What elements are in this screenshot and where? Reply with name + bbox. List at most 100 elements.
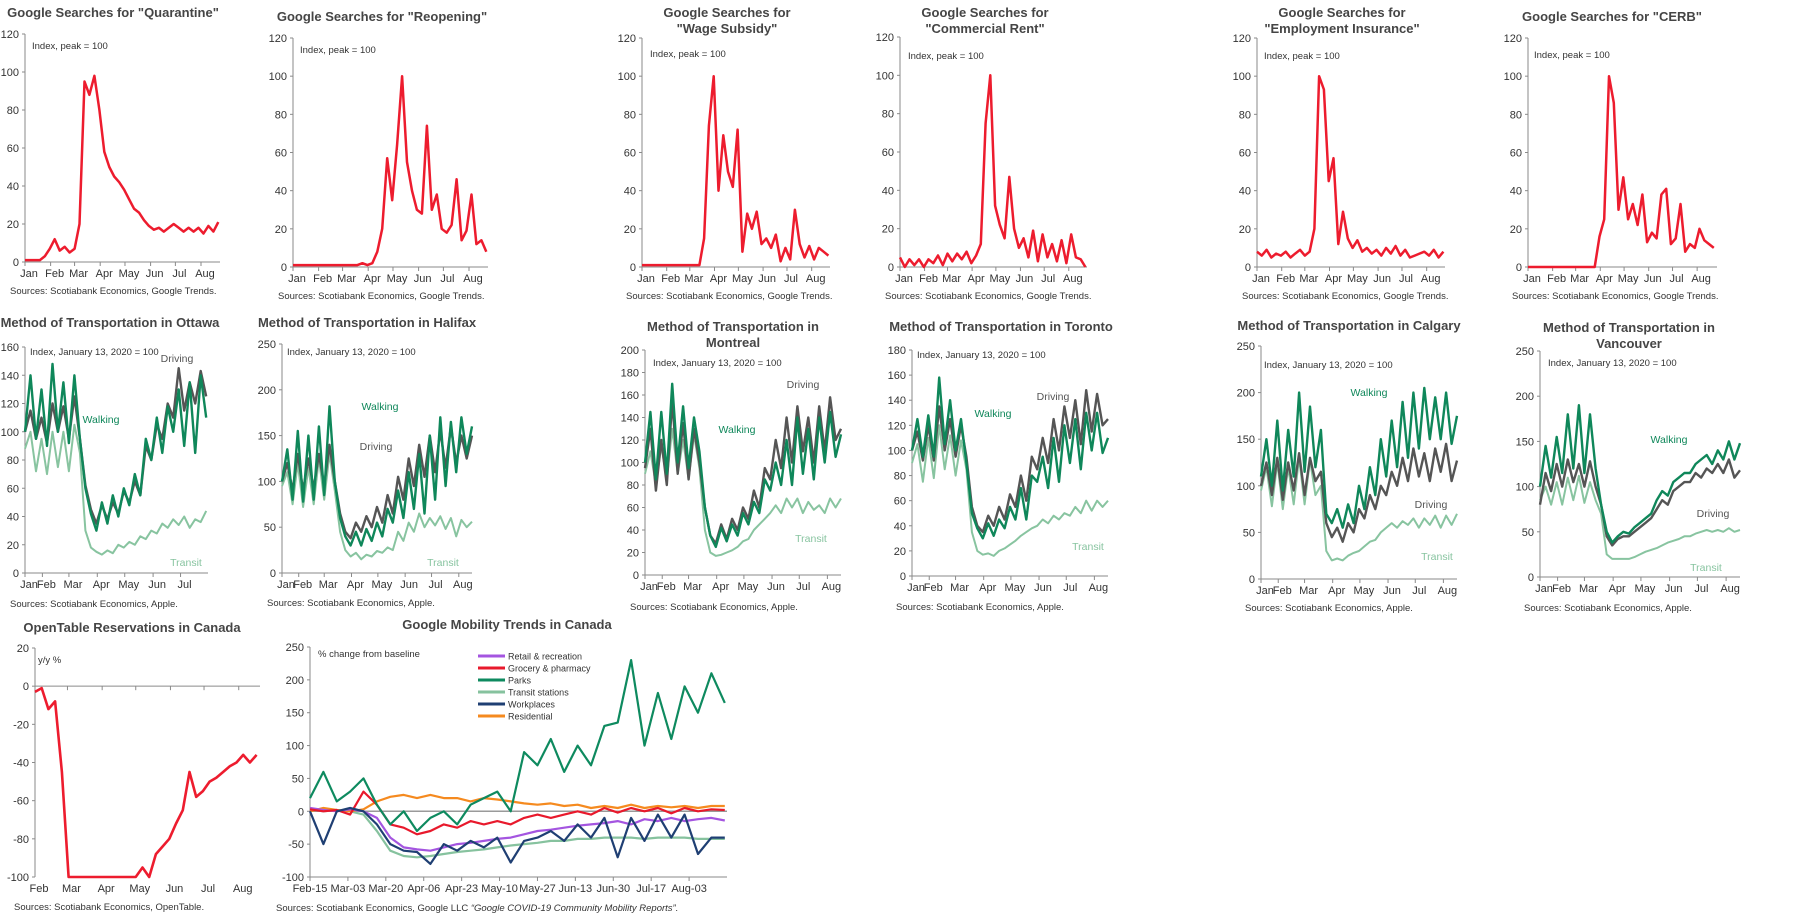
series-annotation: Walking: [83, 414, 120, 426]
sources-text: Sources: Scotiabank Economics, Google Tr…: [278, 291, 484, 302]
series-line-walking: [910, 376, 1110, 540]
y-tick-label: 60: [894, 496, 906, 508]
sources-note: Sources: Scotiabank Economics, Apple.: [10, 599, 178, 610]
series-line-transit: [911, 424, 1109, 557]
y-tick-label: 60: [624, 148, 636, 160]
y-tick-label: 200: [286, 675, 304, 687]
y-tick-label: 120: [1, 399, 19, 411]
unit-label: % change from baseline: [318, 649, 420, 660]
x-tick-label: Jul: [172, 268, 186, 280]
series-annotation: Driving: [161, 353, 194, 365]
x-tick-label: May: [732, 273, 753, 285]
y-tick-label: 40: [627, 525, 639, 537]
y-tick-label: 180: [621, 368, 639, 380]
x-tick-label: Jul: [1694, 583, 1708, 595]
x-tick-label: Apr: [364, 273, 381, 285]
sources-italic-text: “Google COVID-19 Community Mobility Repo…: [471, 903, 678, 914]
x-tick-label: Jul-17: [636, 883, 666, 895]
x-tick-label: Jun-13: [559, 883, 593, 895]
x-tick-label: Aug: [1438, 585, 1458, 597]
y-tick-label: 100: [1233, 71, 1251, 83]
y-tick-label: 50: [1243, 527, 1255, 539]
unit-label: Index, January 13, 2020 = 100: [917, 350, 1046, 361]
unit-label: Index, peak = 100: [908, 51, 984, 62]
x-tick-label: Jul: [201, 883, 215, 895]
x-tick-label: Mar: [337, 273, 356, 285]
series-annotation: Driving: [1697, 508, 1730, 520]
x-tick-label: Feb: [45, 268, 64, 280]
y-tick-label: 140: [621, 413, 639, 425]
y-tick-label: 100: [621, 458, 639, 470]
chart-0: Google Searches for "Quarantine" 0 20 40 60 8…: [1, 5, 220, 297]
unit-label: Index, January 13, 2020 = 100: [1548, 358, 1677, 369]
x-tick-label: May: [1347, 273, 1368, 285]
x-tick-label: Jan: [1535, 583, 1553, 595]
y-tick-label: -80: [13, 834, 29, 846]
x-tick-label: Aug: [233, 883, 253, 895]
x-tick-label: Apr: [968, 273, 985, 285]
y-tick-label: -50: [288, 839, 304, 851]
chart-4: Google Searches for"Employment Insurance…: [1233, 5, 1449, 302]
series-annotation: Driving: [360, 441, 393, 453]
series-annotation: Transit: [1690, 562, 1722, 574]
x-tick-label: Aug: [195, 268, 215, 280]
x-tick-label: Jun: [166, 883, 184, 895]
series-line-walking: [1538, 404, 1742, 544]
x-tick-label: Jan: [20, 579, 38, 591]
series-line-transit: [1539, 474, 1741, 560]
series-annotation: Transit: [795, 533, 827, 545]
series-line-walking: [280, 405, 474, 547]
x-tick-label: Jan: [277, 579, 295, 591]
x-tick-label: Mar: [1299, 273, 1318, 285]
x-tick-label: Apr: [1596, 273, 1613, 285]
y-tick-label: 100: [1516, 482, 1534, 494]
y-tick-label: 160: [1, 342, 19, 354]
y-tick-label: 60: [882, 147, 894, 159]
y-tick-label: -100: [7, 872, 29, 884]
x-tick-label: Apr: [712, 581, 729, 593]
sources-text: Sources: Scotiabank Economics, Apple.: [267, 598, 435, 609]
sources-note: Sources: Scotiabank Economics, Google Tr…: [278, 291, 484, 302]
x-tick-label: Apr: [710, 273, 727, 285]
series-line-walking: [23, 362, 208, 532]
y-tick-label: 250: [286, 642, 304, 654]
x-tick-label: May: [1354, 585, 1375, 597]
series-line-grocery-pharmacy: [309, 790, 725, 836]
sources-note: Sources: Scotiabank Economics, Apple.: [1524, 603, 1692, 614]
chart-title: Method of Transportation in: [647, 319, 819, 334]
sources-text: Sources: Scotiabank Economics, Google LL…: [276, 903, 471, 914]
x-tick-label: Feb: [924, 582, 943, 594]
x-tick-label: May: [371, 579, 392, 591]
chart-title: Method of Transportation in Calgary: [1237, 318, 1461, 333]
x-tick-label: Jun: [146, 268, 164, 280]
chart-title: Google Searches for: [921, 5, 1048, 20]
x-tick-label: May: [119, 268, 140, 280]
chart-7: Method of Transportation in Halifax 0 50 10…: [258, 315, 477, 609]
chart-title: Google Searches for "CERB": [1522, 9, 1702, 24]
y-tick-label: 80: [7, 105, 19, 117]
chart-10: Method of Transportation in Calgary 0 50 10…: [1237, 318, 1462, 614]
sources-text: Sources: Scotiabank Economics, Apple.: [1245, 603, 1413, 614]
y-tick-label: 40: [624, 186, 636, 198]
y-tick-label: 0: [1516, 262, 1522, 274]
series-line-walking: [643, 382, 843, 549]
y-tick-label: 100: [888, 445, 906, 457]
y-tick-label: 200: [1516, 391, 1534, 403]
y-tick-label: 40: [1510, 186, 1522, 198]
x-tick-label: Jan: [1256, 585, 1274, 597]
legend-label: Grocery & pharmacy: [508, 664, 591, 674]
x-tick-label: Mar: [1579, 583, 1598, 595]
x-tick-label: Jun: [758, 273, 776, 285]
x-tick-label: Mar: [62, 883, 81, 895]
y-tick-label: 0: [23, 681, 29, 693]
x-tick-label: Jun: [1016, 273, 1034, 285]
chart-title: Google Searches for: [1278, 5, 1405, 20]
y-tick-label: 160: [888, 370, 906, 382]
sources-note: Sources: Scotiabank Economics, Apple.: [896, 602, 1064, 613]
series-line-driving: [1538, 458, 1741, 547]
x-tick-label: May: [1618, 273, 1639, 285]
y-tick-label: 0: [900, 571, 906, 583]
y-tick-label: -40: [13, 758, 29, 770]
